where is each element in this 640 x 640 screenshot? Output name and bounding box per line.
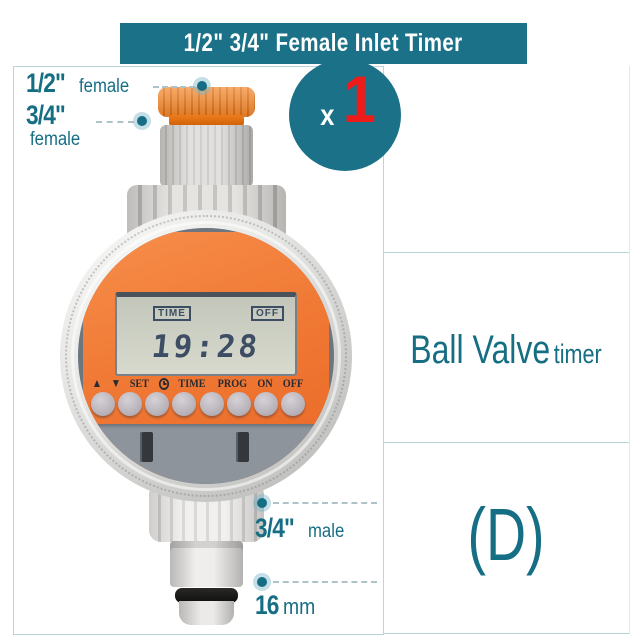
up-arrow-label: ▲ [91,376,102,390]
callout-inlet-three-quarter-type: female [30,129,87,151]
orange-cap-lip [169,115,244,126]
prog-button [226,392,251,416]
prog-label: PROG [217,376,247,390]
on-button [253,392,278,416]
down-button [118,392,143,416]
battery-cover [78,424,334,484]
connector-tip [179,601,234,625]
callout-size: 16 [255,590,279,620]
callout-outlet-male: 3/4" male [255,513,349,544]
product-name: Ball Valve timer [408,328,605,373]
divider [383,252,629,253]
callout-line [273,502,377,504]
clock-icon [158,377,169,390]
callout-size: 3/4" [255,513,295,543]
callout-inlet-half: 1/2" female [26,68,136,99]
callout-line [273,581,377,583]
callout-unit: mm [283,594,316,619]
callout-dot [257,498,267,508]
button-row [91,392,305,416]
battery-latch [236,432,249,462]
callout-dot [137,116,147,126]
variant-label: (D) [467,493,545,576]
callout-type: female [30,129,81,150]
title-banner: 1/2" 3/4" Female Inlet Timer [120,23,527,64]
clock-button [172,392,197,416]
callout-type: male [307,521,345,542]
quantity-value: 1 [342,62,376,136]
off-label: OFF [282,376,304,390]
button-label-row: ▲ ▼ SET TIME PROG ON OFF [91,376,305,391]
callout-line [153,86,195,88]
battery-latch [140,432,153,462]
quick-connect-shank [170,541,243,587]
divider [383,442,629,443]
callout-dot [197,81,207,91]
quantity-prefix: x [320,99,335,132]
callout-inlet-three-quarter: 3/4" [26,100,72,131]
callout-type: female [78,76,129,97]
up-button [91,392,115,416]
quantity-badge: x 1 [289,59,401,171]
lcd-off-indicator: OFF [251,306,284,321]
product-photo-panel [13,66,384,635]
off-button [280,392,305,416]
female-coupling [160,125,253,187]
lcd-display: TIME OFF 19:28 [115,292,297,376]
callout-outlet-diameter: 16 mm [255,590,320,621]
time-label: TIME [178,376,206,390]
orange-cap-half-inch-adapter [158,87,255,117]
callout-size: 1/2" [26,68,66,98]
set-button [145,392,170,416]
set-label: SET [129,376,150,390]
timer-dial: TIME OFF 19:28 ▲ ▼ SET TIME PROG ON OFF [78,228,334,484]
product-name-suffix: timer [553,339,602,369]
lcd-time-indicator: TIME [153,306,191,321]
down-arrow-label: ▼ [110,376,121,390]
callout-size: 3/4" [26,100,66,130]
on-label: ON [257,376,273,390]
time-button [199,392,224,416]
callout-line [96,121,134,123]
product-name-main: Ball Valve [410,328,551,372]
page-title: 1/2" 3/4" Female Inlet Timer [184,29,463,57]
callout-dot [257,577,267,587]
o-ring [175,588,238,603]
info-panel [383,66,630,634]
lcd-clock: 19:28 [149,329,263,365]
